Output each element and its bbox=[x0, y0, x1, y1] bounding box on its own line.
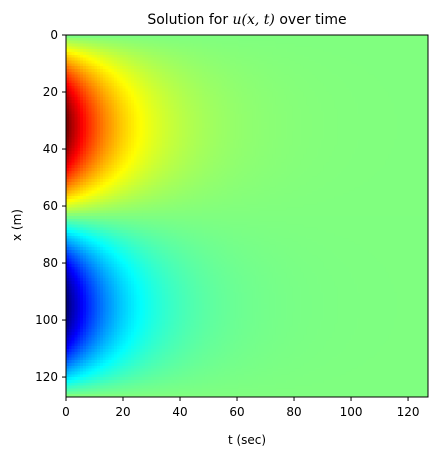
chart-title-suffix: over time bbox=[275, 12, 347, 28]
y-tick-label: 100 bbox=[35, 313, 58, 327]
plot-frame bbox=[65, 34, 429, 398]
x-axis-label: t (sec) bbox=[228, 433, 266, 447]
y-tick-label: 0 bbox=[50, 28, 58, 42]
x-tick-label: 60 bbox=[229, 405, 244, 419]
x-tick-label: 0 bbox=[62, 405, 70, 419]
y-tick-label: 40 bbox=[43, 142, 58, 156]
y-tick-label: 60 bbox=[43, 199, 58, 213]
chart-title-layer: Solution for u(x, t) over time bbox=[147, 12, 346, 28]
x-tick-label: 20 bbox=[115, 405, 130, 419]
plot-area bbox=[65, 34, 429, 398]
y-axis-label: x (m) bbox=[10, 209, 24, 241]
y-tick-label: 80 bbox=[43, 256, 58, 270]
heatmap-image bbox=[66, 35, 428, 397]
x-tick-label: 120 bbox=[397, 405, 420, 419]
chart-title-prefix: Solution for bbox=[147, 12, 232, 28]
x-tick-label: 80 bbox=[286, 405, 301, 419]
x-axis-ticks: 0 20 40 60 80 100 120 bbox=[62, 397, 420, 419]
x-tick-label: 100 bbox=[340, 405, 363, 419]
y-tick-label: 120 bbox=[35, 370, 58, 384]
chart-title: Solution for u(x, t) over time bbox=[147, 12, 346, 28]
x-tick-label: 40 bbox=[172, 405, 187, 419]
y-axis-ticks: 0 20 40 60 80 100 120 bbox=[35, 28, 66, 384]
chart-title-math: u(x, t) bbox=[233, 12, 275, 28]
y-tick-label: 20 bbox=[43, 85, 58, 99]
